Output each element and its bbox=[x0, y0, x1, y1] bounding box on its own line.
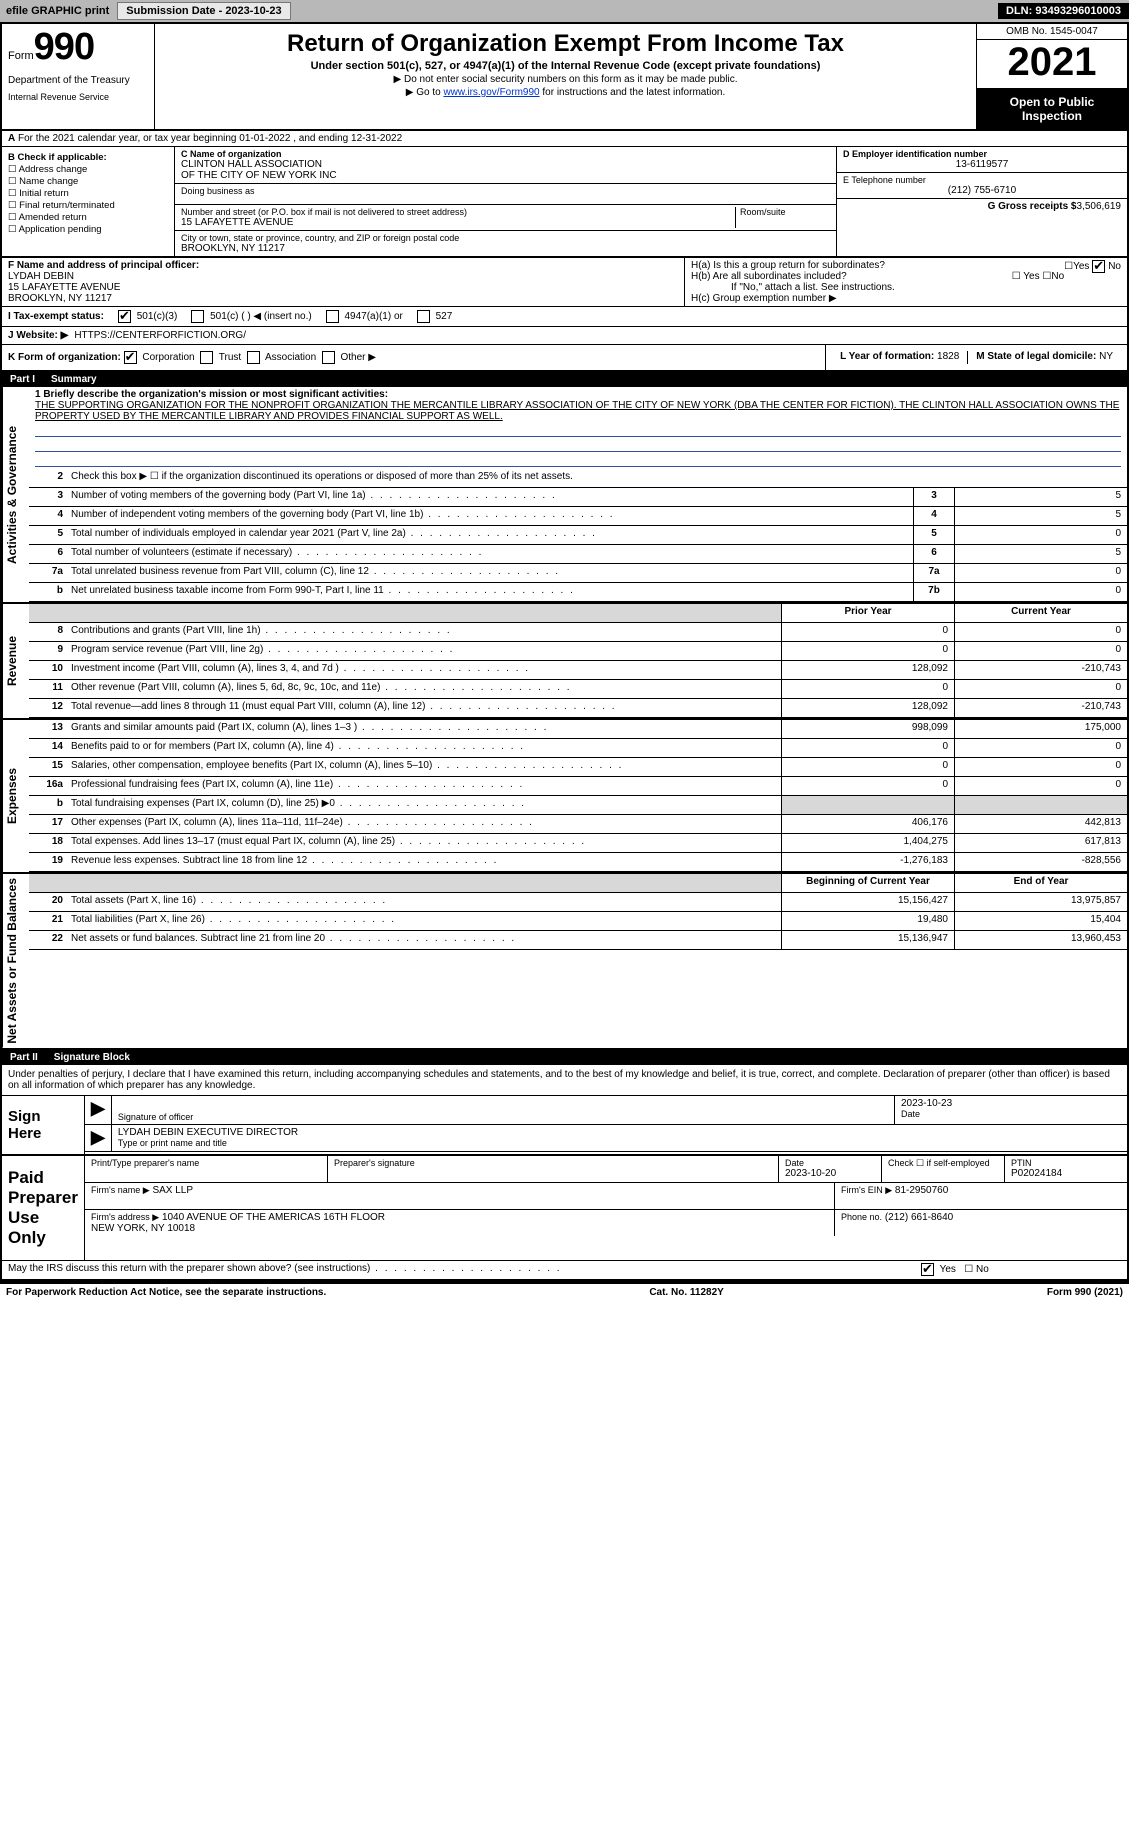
form-number: Form990 bbox=[8, 26, 148, 69]
sign-here-block: Sign Here ▶ Signature of officer 2023-10… bbox=[2, 1096, 1127, 1156]
table-row: 7aTotal unrelated business revenue from … bbox=[29, 564, 1127, 583]
table-row: 15Salaries, other compensation, employee… bbox=[29, 758, 1127, 777]
ein: 13-6119577 bbox=[843, 159, 1121, 170]
page-footer: For Paperwork Reduction Act Notice, see … bbox=[0, 1283, 1129, 1301]
f-h-block: F Name and address of principal officer:… bbox=[2, 258, 1127, 307]
column-c-name-address: C Name of organization CLINTON HALL ASSO… bbox=[175, 147, 836, 256]
table-row: 9Program service revenue (Part VIII, lin… bbox=[29, 642, 1127, 661]
table-row: 18Total expenses. Add lines 13–17 (must … bbox=[29, 834, 1127, 853]
column-d-e: D Employer identification number 13-6119… bbox=[836, 147, 1127, 256]
open-to-public: Open to Public Inspection bbox=[977, 89, 1127, 129]
form-title: Return of Organization Exempt From Incom… bbox=[165, 30, 966, 58]
table-row: 8Contributions and grants (Part VIII, li… bbox=[29, 623, 1127, 642]
tax-year: 2021 bbox=[977, 40, 1127, 89]
table-row: 12Total revenue—add lines 8 through 11 (… bbox=[29, 699, 1127, 718]
table-row: 20Total assets (Part X, line 16)15,156,4… bbox=[29, 893, 1127, 912]
omb-number: OMB No. 1545-0047 bbox=[977, 24, 1127, 40]
part-1-revenue: Revenue Prior YearCurrent Year 8Contribu… bbox=[2, 604, 1127, 720]
irs-link[interactable]: www.irs.gov/Form990 bbox=[443, 87, 539, 98]
table-row: 16aProfessional fundraising fees (Part I… bbox=[29, 777, 1127, 796]
table-row: bTotal fundraising expenses (Part IX, co… bbox=[29, 796, 1127, 815]
discuss-yes-checkbox[interactable] bbox=[921, 1263, 934, 1276]
table-row: 19Revenue less expenses. Subtract line 1… bbox=[29, 853, 1127, 872]
table-row: 21Total liabilities (Part X, line 26)19,… bbox=[29, 912, 1127, 931]
table-row: 17Other expenses (Part IX, column (A), l… bbox=[29, 815, 1127, 834]
section-a-tax-year: A For the 2021 calendar year, or tax yea… bbox=[2, 131, 1127, 147]
phone: (212) 755-6710 bbox=[843, 185, 1121, 196]
website-row: J Website: ▶ HTTPS://CENTERFORFICTION.OR… bbox=[2, 327, 1127, 345]
website-url: HTTPS://CENTERFORFICTION.ORG/ bbox=[74, 330, 246, 341]
part-1-expenses: Expenses 13Grants and similar amounts pa… bbox=[2, 720, 1127, 874]
tax-exempt-status: I Tax-exempt status: 501(c)(3) 501(c) ( … bbox=[2, 307, 1127, 327]
instructions-note: ▶ Go to www.irs.gov/Form990 for instruct… bbox=[165, 87, 966, 98]
table-row: 4Number of independent voting members of… bbox=[29, 507, 1127, 526]
table-row: 3Number of voting members of the governi… bbox=[29, 488, 1127, 507]
part-1-net-assets: Net Assets or Fund Balances Beginning of… bbox=[2, 874, 1127, 1050]
ssn-note: ▶ Do not enter social security numbers o… bbox=[165, 74, 966, 85]
part-1-header: Part I Summary bbox=[2, 372, 1127, 387]
penalties-text: Under penalties of perjury, I declare th… bbox=[2, 1065, 1127, 1096]
submission-date-button[interactable]: Submission Date - 2023-10-23 bbox=[117, 2, 290, 20]
table-row: 6Total number of volunteers (estimate if… bbox=[29, 545, 1127, 564]
table-row: 10Investment income (Part VIII, column (… bbox=[29, 661, 1127, 680]
top-toolbar: efile GRAPHIC print Submission Date - 20… bbox=[0, 0, 1129, 22]
table-row: 5Total number of individuals employed in… bbox=[29, 526, 1127, 545]
mission-text: THE SUPPORTING ORGANIZATION FOR THE NONP… bbox=[35, 400, 1121, 422]
k-l-m-row: K Form of organization: Corporation Trus… bbox=[2, 345, 1127, 372]
table-row: bNet unrelated business taxable income f… bbox=[29, 583, 1127, 602]
efile-label: efile GRAPHIC print bbox=[0, 5, 115, 17]
form-990: Form990 Department of the Treasury Inter… bbox=[0, 22, 1129, 1283]
irs-label: Internal Revenue Service bbox=[8, 92, 148, 102]
paid-preparer-block: Paid Preparer Use Only Print/Type prepar… bbox=[2, 1156, 1127, 1261]
entity-block: B Check if applicable: ☐ Address change … bbox=[2, 147, 1127, 258]
dept-treasury: Department of the Treasury bbox=[8, 75, 148, 86]
part-2-header: Part II Signature Block bbox=[2, 1050, 1127, 1065]
table-row: 13Grants and similar amounts paid (Part … bbox=[29, 720, 1127, 739]
form-header: Form990 Department of the Treasury Inter… bbox=[2, 24, 1127, 131]
column-b-checkboxes: B Check if applicable: ☐ Address change … bbox=[2, 147, 175, 256]
table-row: 11Other revenue (Part VIII, column (A), … bbox=[29, 680, 1127, 699]
table-row: 14Benefits paid to or for members (Part … bbox=[29, 739, 1127, 758]
501c3-checkbox[interactable] bbox=[118, 310, 131, 323]
part-1-governance: Activities & Governance 1 Briefly descri… bbox=[2, 387, 1127, 604]
gross-receipts: 3,506,619 bbox=[1077, 201, 1122, 212]
dln-label: DLN: 93493296010003 bbox=[998, 3, 1129, 19]
discuss-row: May the IRS discuss this return with the… bbox=[2, 1261, 1127, 1281]
table-row: 22Net assets or fund balances. Subtract … bbox=[29, 931, 1127, 950]
form-subtitle: Under section 501(c), 527, or 4947(a)(1)… bbox=[165, 60, 966, 72]
